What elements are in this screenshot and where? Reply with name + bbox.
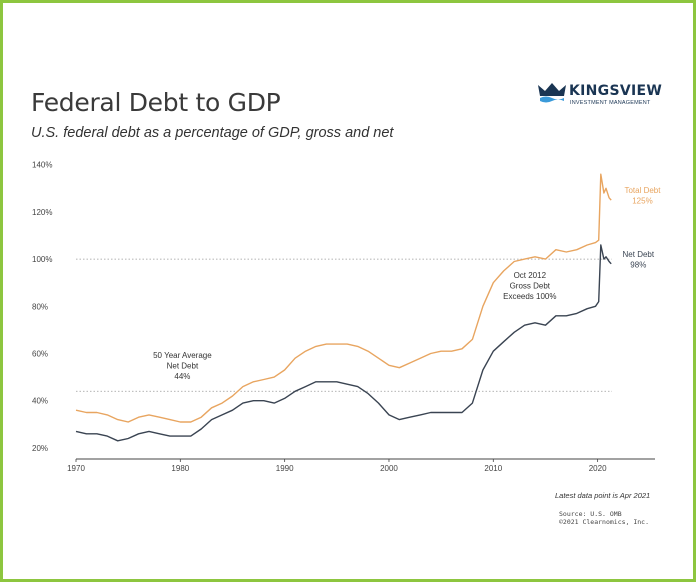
y-tick-label: 40% [32,397,48,406]
chart-subtitle: U.S. federal debt as a percentage of GDP… [31,125,394,141]
avg_label: 50 Year Average Net Debt 44% [153,351,212,381]
y-tick-label: 80% [32,302,48,311]
crown-waves-icon [538,83,566,103]
brand-logo: KINGSVIEW INVESTMENT MANAGEMENT [537,80,667,110]
avg_label-line: 44% [174,372,190,381]
oct2012_label: Oct 2012 Gross Debt Exceeds 100% [503,271,556,301]
x-tick-label: 2020 [589,464,607,473]
x-tick-label: 1970 [67,464,85,473]
y-tick-label: 60% [32,350,48,359]
x-tick-label: 2010 [484,464,502,473]
x-tick-label: 1990 [276,464,294,473]
oct2012_label-line: Oct 2012 [514,271,547,280]
total_label-line: 125% [632,197,652,206]
y-tick-label: 140% [32,161,52,170]
copyright-line: ©2021 Clearnomics, Inc. [559,518,650,526]
chart-title: Federal Debt to GDP [31,88,281,117]
oct2012_label-line: Exceeds 100% [503,292,556,301]
oct2012_label-line: Gross Debt [510,282,551,291]
avg_label-line: 50 Year Average [153,351,212,360]
net_label: Net Debt 98% [623,250,655,270]
brand-name: KINGSVIEW [569,83,663,99]
y-tick-label: 20% [32,444,48,453]
total_label: Total Debt 125% [624,186,661,206]
total_label-line: Total Debt [624,186,661,195]
x-tick-label: 1980 [171,464,189,473]
source-line: Source: U.S. OMB [559,510,622,518]
y-tick-label: 120% [32,208,52,217]
total-debt-line [75,173,612,423]
avg_label-line: Net Debt [167,362,199,371]
net_label-line: 98% [630,260,646,269]
latest-data-note: Latest data point is Apr 2021 [555,491,651,500]
net_label-line: Net Debt [623,250,655,259]
x-tick-label: 2000 [380,464,398,473]
source-credit: Source: U.S. OMB ©2021 Clearnomics, Inc. [559,510,649,526]
brand-tagline: INVESTMENT MANAGEMENT [570,100,651,106]
net-debt-line [75,244,612,442]
y-tick-label: 100% [32,255,52,264]
